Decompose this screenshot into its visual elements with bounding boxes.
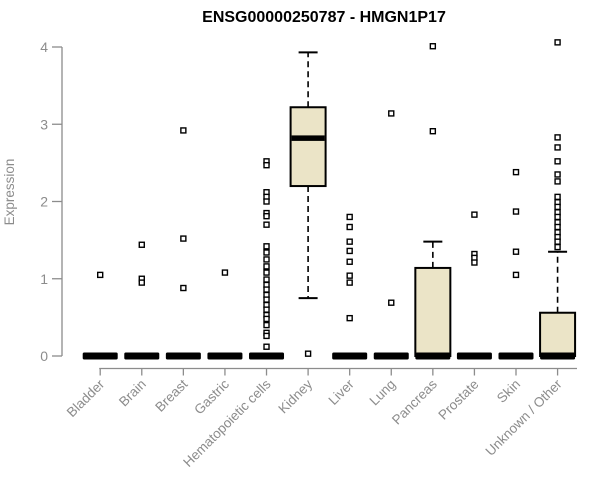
outlier-point-unknown-other [554, 238, 561, 245]
outlier-point-hematopoietic-cells [263, 221, 270, 228]
outlier-point-liver [346, 213, 353, 221]
outlier-point-hematopoietic-cells [263, 269, 270, 276]
outlier-point-hematopoietic-cells [263, 243, 270, 250]
outlier-point-liver [346, 279, 353, 286]
outlier-point-hematopoietic-cells [263, 296, 270, 303]
outlier-point-liver [346, 247, 353, 255]
collapsed-box-bladder [82, 352, 118, 360]
y-tick-label: 2 [40, 194, 48, 210]
collapsed-box-skin [498, 352, 534, 360]
outlier-point-gastric [221, 269, 229, 276]
outlier-point-hematopoietic-cells [263, 198, 270, 205]
chart-title: ENSG00000250787 - HMGN1P17 [202, 9, 446, 26]
outlier-point-skin [512, 168, 520, 176]
outlier-point-brain [138, 279, 145, 286]
outlier-point-skin [512, 248, 520, 255]
x-tick-label-skin: Skin [494, 377, 523, 406]
outlier-point-unknown-other [554, 158, 561, 165]
x-tick-label-lung: Lung [367, 377, 399, 409]
outlier-point-hematopoietic-cells [263, 306, 270, 313]
collapsed-box-prostate [456, 352, 492, 360]
outlier-point-hematopoietic-cells [263, 249, 270, 256]
median-line-pancreas [415, 352, 451, 360]
x-tick-label-kidney: Kidney [275, 376, 315, 416]
outlier-point-kidney [304, 350, 312, 357]
outlier-point-breast [180, 127, 187, 134]
outlier-point-hematopoietic-cells [263, 321, 270, 329]
y-tick-label: 3 [40, 116, 48, 132]
outlier-point-liver [346, 238, 353, 245]
collapsed-box-hematopoietic-cells [249, 352, 285, 360]
outlier-point-hematopoietic-cells [263, 161, 270, 169]
outlier-point-prostate [471, 211, 478, 218]
outlier-point-hematopoietic-cells [263, 343, 270, 350]
outlier-point-lung [388, 299, 395, 306]
outlier-point-unknown-other [554, 171, 561, 178]
y-tick-label: 0 [40, 348, 48, 364]
x-tick-label-pancreas: Pancreas [389, 376, 440, 427]
y-tick-label: 4 [40, 39, 48, 55]
outlier-point-unknown-other [554, 178, 561, 185]
outlier-point-breast [180, 235, 187, 242]
outlier-point-liver [346, 314, 353, 322]
y-axis-title: Expression [2, 159, 17, 226]
median-line-unknown-other [540, 352, 576, 360]
outlier-point-unknown-other [554, 223, 561, 231]
outlier-point-unknown-other [554, 193, 561, 201]
x-tick-label-brain: Brain [116, 377, 149, 410]
outlier-point-brain [138, 241, 145, 248]
outlier-point-pancreas [429, 128, 437, 135]
collapsed-box-liver [332, 352, 368, 360]
outlier-point-unknown-other [554, 144, 561, 151]
outlier-point-prostate [471, 259, 478, 266]
outlier-point-hematopoietic-cells [263, 286, 270, 293]
outlier-point-skin [512, 271, 520, 279]
box-pancreas [414, 266, 452, 357]
outlier-point-unknown-other [554, 213, 561, 221]
x-tick-label-breast: Breast [152, 376, 190, 414]
x-tick-label-gastric: Gastric [191, 376, 232, 417]
x-tick-label-prostate: Prostate [435, 377, 481, 423]
y-tick-label: 1 [40, 271, 48, 287]
box-unknown-other [539, 311, 577, 357]
outlier-point-liver [346, 272, 353, 279]
outlier-point-breast [180, 284, 187, 292]
collapsed-box-gastric [207, 352, 243, 360]
x-tick-label-liver: Liver [326, 376, 358, 408]
collapsed-box-breast [165, 352, 201, 360]
outlier-point-liver [346, 258, 353, 265]
outlier-point-unknown-other [554, 203, 561, 211]
outlier-point-bladder [96, 271, 104, 279]
box-kidney [289, 106, 327, 188]
outlier-point-unknown-other [554, 243, 561, 251]
outlier-point-hematopoietic-cells [263, 256, 270, 263]
outlier-point-hematopoietic-cells [263, 315, 270, 323]
x-tick-label-bladder: Bladder [64, 376, 108, 420]
outlier-point-skin [512, 208, 520, 215]
collapsed-box-brain [124, 352, 160, 360]
x-tick-label-unknown-other: Unknown / Other [482, 376, 565, 459]
median-line-kidney [291, 135, 325, 141]
collapsed-box-lung [373, 352, 409, 360]
outlier-point-hematopoietic-cells [263, 212, 270, 220]
outlier-point-lung [388, 110, 395, 117]
outlier-point-unknown-other [554, 134, 561, 141]
outlier-point-hematopoietic-cells [263, 276, 270, 283]
outlier-point-unknown-other [554, 39, 561, 46]
outlier-point-liver [346, 223, 353, 231]
outlier-point-hematopoietic-cells [263, 263, 270, 270]
outlier-point-hematopoietic-cells [263, 332, 270, 340]
outlier-point-pancreas [429, 43, 437, 50]
